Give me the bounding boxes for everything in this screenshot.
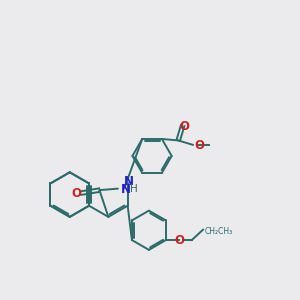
Text: O: O	[195, 139, 205, 152]
Text: O: O	[175, 234, 185, 247]
Text: N: N	[121, 183, 131, 196]
Text: CH₂CH₃: CH₂CH₃	[204, 226, 232, 236]
Text: O: O	[72, 187, 82, 200]
Text: H: H	[130, 184, 138, 194]
Text: O: O	[179, 120, 189, 133]
Text: N: N	[124, 176, 134, 188]
